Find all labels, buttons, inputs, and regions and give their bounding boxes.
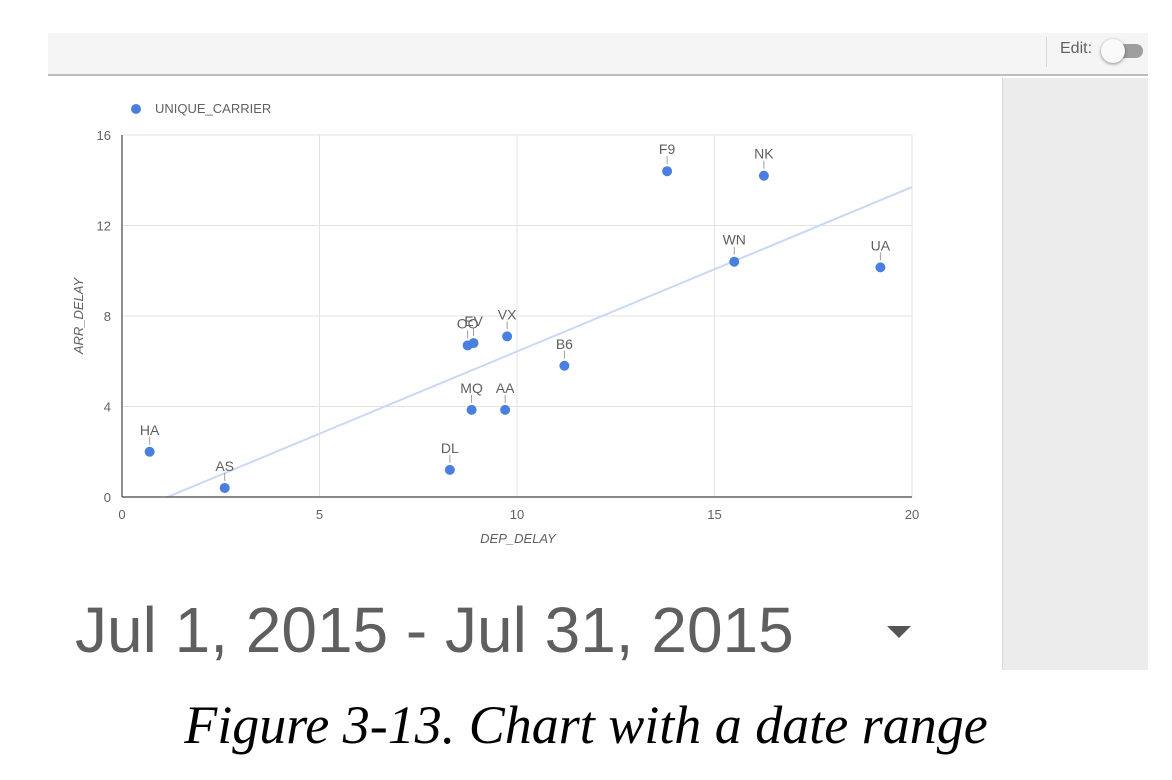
edit-toggle-knob[interactable] — [1101, 39, 1125, 63]
data-point-wn[interactable] — [729, 256, 740, 267]
x-tick-label: 5 — [316, 507, 323, 522]
point-label: OO — [457, 315, 479, 331]
data-point-dl[interactable] — [444, 464, 455, 475]
point-label: MQ — [460, 380, 483, 396]
chevron-down-icon[interactable] — [887, 626, 911, 638]
data-point-ua[interactable] — [875, 262, 886, 273]
data-point-ha[interactable] — [144, 446, 155, 457]
right-side-panel — [1002, 78, 1148, 670]
point-label: AS — [215, 458, 234, 474]
y-tick-label: 8 — [104, 309, 111, 324]
date-range-selector[interactable]: Jul 1, 2015 - Jul 31, 2015 — [75, 594, 794, 666]
point-label: UA — [871, 237, 891, 253]
data-point-b6[interactable] — [559, 360, 570, 371]
data-point-f9[interactable] — [662, 166, 673, 177]
edit-toggle[interactable] — [1101, 39, 1143, 63]
y-tick-label: 0 — [104, 490, 111, 505]
point-label: WN — [723, 232, 746, 248]
chart-axes: 0 5 10 15 20 0 4 8 12 16 — [97, 128, 920, 522]
legend-label: UNIQUE_CARRIER — [155, 101, 271, 116]
x-tick-label: 20 — [905, 507, 919, 522]
point-label: B6 — [556, 336, 573, 352]
chart-trendline-group — [167, 186, 913, 498]
y-tick-label: 4 — [104, 400, 111, 415]
chart-legend: UNIQUE_CARRIER — [131, 101, 271, 116]
y-axis-title: ARR_DELAY — [71, 276, 86, 355]
data-point-vx[interactable] — [502, 331, 513, 342]
point-label: EV — [464, 313, 483, 329]
point-label: VX — [498, 306, 517, 322]
x-tick-label: 15 — [707, 507, 721, 522]
y-tick-label: 16 — [97, 128, 111, 143]
point-label: DL — [441, 440, 459, 456]
legend-marker — [131, 104, 141, 114]
x-tick-label: 10 — [510, 507, 524, 522]
point-label: F9 — [659, 141, 676, 157]
data-point-mq[interactable] — [466, 404, 477, 415]
figure-caption: Figure 3-13. Chart with a date range — [184, 695, 988, 755]
trendline — [167, 186, 913, 498]
data-point-as[interactable] — [219, 482, 230, 493]
point-label: AA — [496, 380, 515, 396]
edit-label: Edit: — [1060, 40, 1093, 57]
data-point-aa[interactable] — [500, 404, 511, 415]
chart-grid — [122, 134, 913, 497]
y-tick-label: 12 — [97, 219, 111, 234]
point-label: HA — [140, 422, 160, 438]
toolbar-divider — [1046, 37, 1047, 67]
data-point-ev[interactable] — [468, 338, 479, 349]
x-axis-title: DEP_DELAY — [480, 531, 557, 546]
point-label: NK — [754, 146, 774, 162]
data-point-nk[interactable] — [758, 170, 769, 181]
top-toolbar: Edit: — [48, 33, 1148, 76]
x-tick-label: 0 — [118, 507, 125, 522]
